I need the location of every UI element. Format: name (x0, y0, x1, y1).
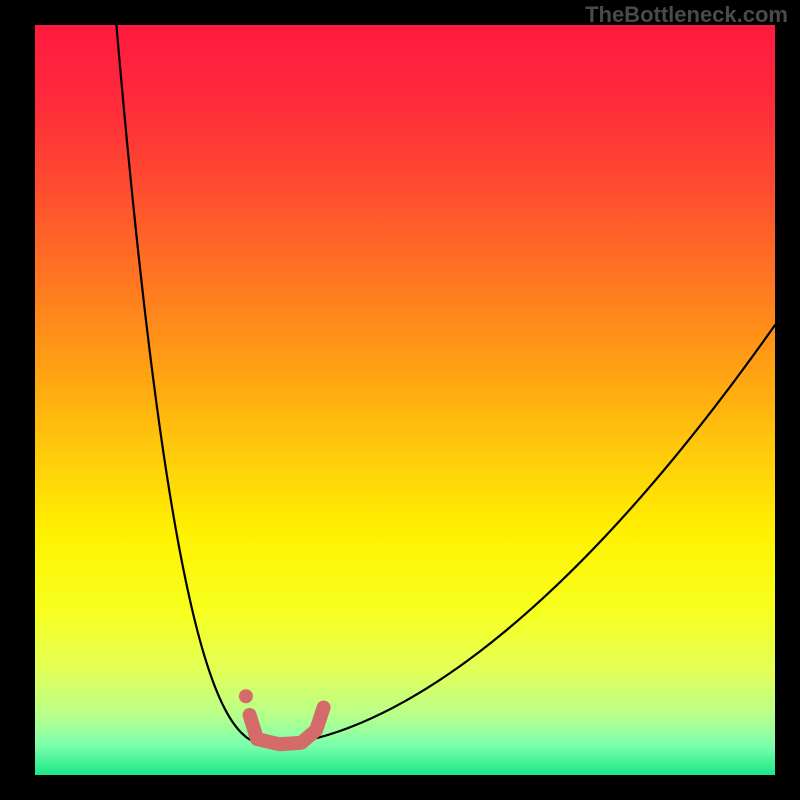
bottleneck-chart (0, 0, 800, 800)
plot-background (35, 25, 775, 775)
optimal-zone-dot (239, 689, 253, 703)
chart-stage: TheBottleneck.com (0, 0, 800, 800)
watermark-text: TheBottleneck.com (585, 2, 788, 28)
